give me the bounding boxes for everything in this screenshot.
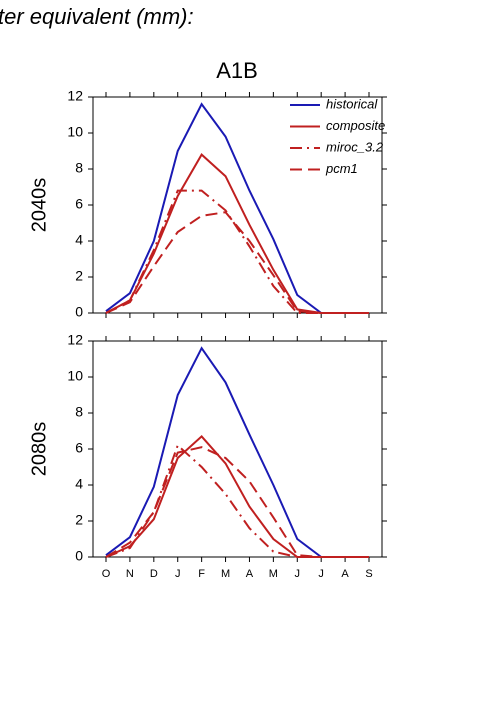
y-tick-label: 2 xyxy=(75,268,83,284)
legend-label: historical xyxy=(326,96,378,111)
x-tick-label: F xyxy=(198,568,205,580)
y-tick-label: 8 xyxy=(75,160,83,176)
x-tick-label: J xyxy=(295,568,301,580)
y-axis-label: 2080s xyxy=(28,422,50,477)
y-tick-label: 0 xyxy=(75,548,83,564)
y-tick-label: 12 xyxy=(67,332,83,348)
x-tick-label: A xyxy=(341,568,349,580)
series-line xyxy=(105,446,369,558)
y-tick-label: 10 xyxy=(67,124,83,140)
y-tick-label: 2 xyxy=(75,512,83,528)
series-line xyxy=(105,434,369,558)
x-tick-label: J xyxy=(318,568,324,580)
series-line xyxy=(105,153,369,314)
y-axis-label: 2040s xyxy=(28,178,50,233)
series-line xyxy=(105,211,369,314)
header-text: ter equivalent (mm): xyxy=(0,4,194,29)
x-tick-label: A xyxy=(246,568,254,580)
x-tick-label: J xyxy=(175,568,181,580)
y-tick-label: 8 xyxy=(75,404,83,420)
x-tick-label: M xyxy=(221,568,230,580)
chart-title: A1B xyxy=(216,58,258,83)
y-tick-label: 6 xyxy=(75,440,83,456)
legend-label: pcm1 xyxy=(325,161,358,176)
y-tick-label: 12 xyxy=(67,88,83,104)
x-tick-label: M xyxy=(269,568,278,580)
series-line xyxy=(105,443,369,558)
series-line xyxy=(105,189,369,314)
y-tick-label: 4 xyxy=(75,232,83,248)
x-tick-label: D xyxy=(150,568,158,580)
x-tick-label: O xyxy=(102,568,111,580)
y-tick-label: 10 xyxy=(67,368,83,384)
series-line xyxy=(105,102,369,314)
x-tick-label: S xyxy=(365,568,372,580)
y-tick-label: 4 xyxy=(75,476,83,492)
x-tick-label: N xyxy=(126,568,134,580)
legend-label: miroc_3.2 xyxy=(326,139,384,154)
legend-label: composite xyxy=(326,118,385,133)
y-tick-label: 0 xyxy=(75,304,83,320)
y-tick-label: 6 xyxy=(75,196,83,212)
